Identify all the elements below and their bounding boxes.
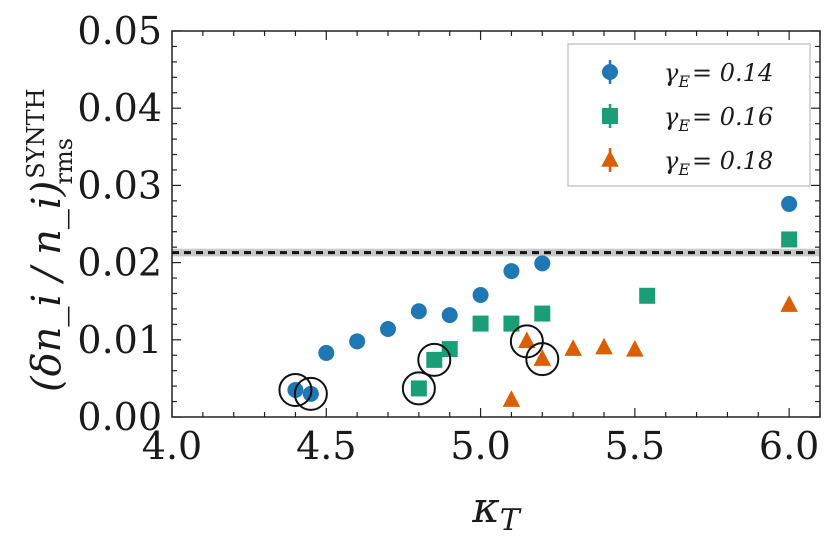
legend-marker-3: [601, 150, 619, 167]
y-tick-label: 0.03: [77, 163, 162, 207]
data-point-series-3-2: [518, 331, 536, 349]
data-point-series-2-3: [441, 341, 458, 358]
y-tick-label: 0.02: [77, 241, 162, 285]
y-tick-label: 0.04: [77, 86, 162, 130]
x-tick-label: 5.0: [450, 424, 510, 468]
x-tick-label: 5.5: [605, 424, 665, 468]
data-point-series-3-5: [595, 337, 613, 355]
highlight-ring-6: [525, 342, 560, 377]
legend-label-2: γE= 0.16: [664, 103, 773, 135]
axis-labels: κT (δn_i / n_i)SYNTHrms: [22, 88, 522, 536]
data-point-series-1-5: [380, 320, 396, 337]
data-point-series-2-4: [472, 315, 489, 332]
data-point-series-1-10: [534, 255, 551, 272]
data-point-series-1-8: [472, 287, 489, 304]
data-point-series-1-3: [318, 344, 335, 361]
highlight-ring-2: [293, 376, 328, 411]
data-point-series-1-6: [410, 303, 427, 320]
data-point-series-3-1: [502, 390, 521, 407]
data-marks: [278, 195, 798, 411]
data-point-series-3-6: [626, 340, 644, 357]
highlight-ring-3: [401, 371, 436, 406]
data-point-series-3-4: [564, 339, 582, 356]
axes: 4.0 4.5 5.0 5.5 6.0 0.00 0.01 0.02 0.03 0.04 0.05: [77, 9, 821, 468]
data-point-series-2-2: [426, 351, 443, 368]
data-point-series-1-7: [441, 307, 458, 324]
data-point-series-1-4: [349, 333, 366, 350]
legend-marker-1: [602, 64, 618, 80]
x-tick-label: 4.5: [296, 424, 356, 468]
x-tick-label: 4.0: [142, 424, 202, 468]
legend: γE= 0.14 γE= 0.16 γE= 0.18: [567, 43, 811, 187]
legend-marker-2: [602, 108, 618, 124]
y-tick-label: 0.05: [77, 9, 162, 53]
data-point-series-2-8: [781, 231, 798, 248]
legend-label-1: γE= 0.14: [664, 59, 773, 91]
reference-layer: [172, 248, 820, 257]
data-point-series-2-7: [639, 287, 656, 304]
highlight-ring-4: [417, 342, 452, 377]
highlight-ring-1: [278, 372, 313, 407]
y-axis-label: (δn_i / n_i)SYNTHrms: [22, 88, 78, 392]
x-axis-label: κT: [471, 483, 522, 536]
data-point-series-2-6: [534, 305, 551, 322]
y-tick-label: 0.00: [77, 395, 162, 439]
data-point-series-2-1: [410, 380, 427, 397]
plot-frame: [171, 30, 821, 418]
data-point-series-1-11: [781, 195, 798, 212]
data-point-series-3-7: [780, 295, 798, 312]
data-point-series-2-5: [503, 315, 520, 332]
y-tick-label: 0.01: [77, 318, 162, 362]
data-point-series-3-3: [533, 349, 552, 366]
x-tick-label: 6.0: [759, 424, 819, 468]
data-point-series-1-9: [503, 263, 520, 280]
legend-label-3: γE= 0.18: [664, 147, 773, 179]
